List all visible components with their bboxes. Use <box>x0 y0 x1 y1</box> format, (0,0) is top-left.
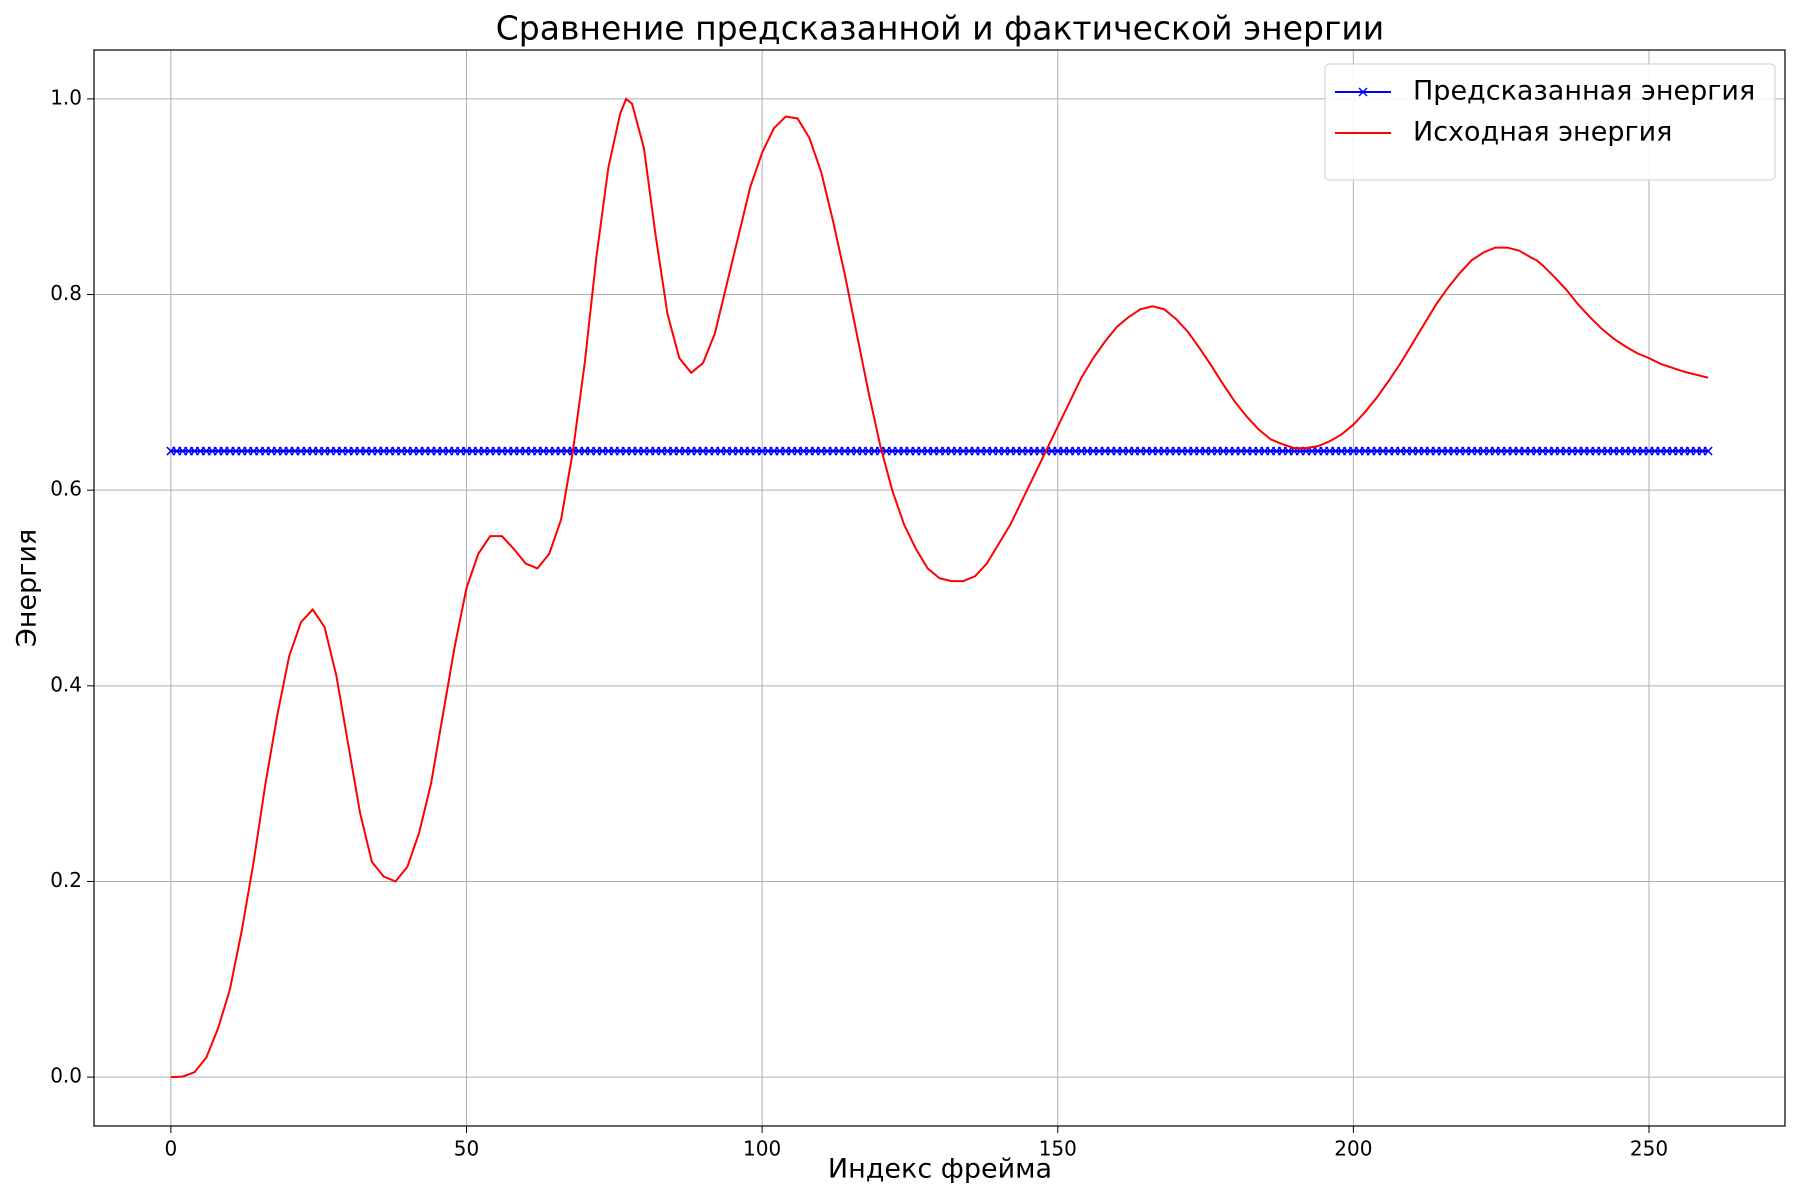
x-tick-label: 0 <box>164 1137 177 1161</box>
y-axis-label: Энергия <box>12 529 43 647</box>
legend-label: Исходная энергия <box>1413 117 1672 148</box>
x-tick-label: 200 <box>1334 1137 1372 1161</box>
y-tick-label: 0.8 <box>50 281 82 305</box>
y-tick-label: 1.0 <box>50 85 82 109</box>
legend-label: Предсказанная энергия <box>1413 76 1755 107</box>
y-tick-label: 0.6 <box>50 477 82 501</box>
plot-frame <box>93 49 1786 1127</box>
y-tick-label: 0.0 <box>50 1064 82 1088</box>
x-tick-label: 100 <box>743 1137 781 1161</box>
point-marker <box>1703 446 1713 456</box>
legend-marker <box>1358 87 1368 97</box>
x-axis-label: Индекс фрейма <box>828 1154 1052 1185</box>
chart-title: Сравнение предсказанной и фактической эн… <box>496 9 1385 48</box>
series-line <box>170 97 1709 1079</box>
y-tick-label: 0.4 <box>50 672 82 696</box>
y-tick-label: 0.2 <box>50 868 82 892</box>
x-tick-label: 150 <box>1039 1137 1077 1161</box>
legend-box <box>1324 63 1776 181</box>
x-tick-label: 250 <box>1630 1137 1668 1161</box>
x-tick-label: 50 <box>454 1137 479 1161</box>
